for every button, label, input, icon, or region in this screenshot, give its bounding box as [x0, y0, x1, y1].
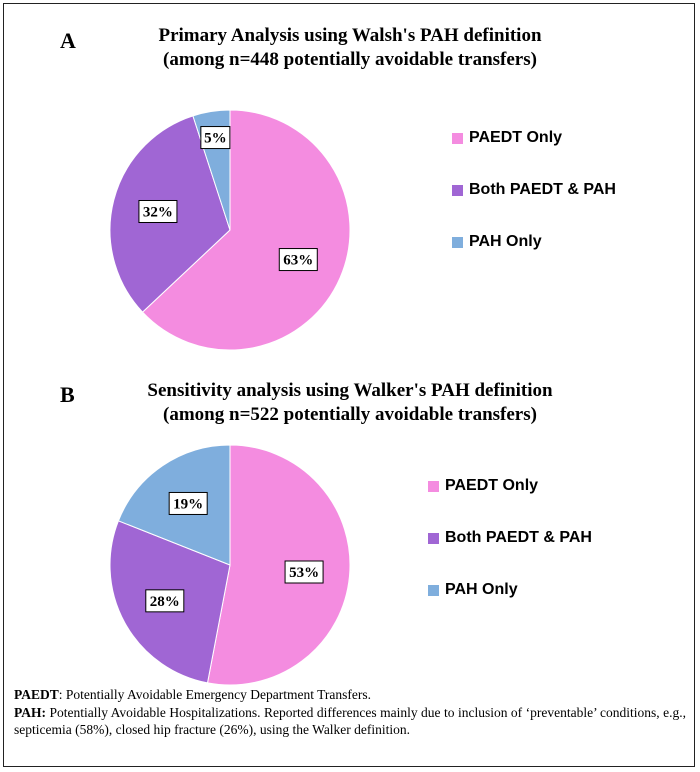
legend-a-item-paedt-only: PAEDT Only	[452, 128, 616, 148]
pie-a-label-pah-only: 5%	[204, 131, 227, 147]
pie-chart-a: 63% 32% 5%	[109, 109, 351, 351]
pie-b-label-box-pah-only	[168, 491, 208, 515]
legend-a-label-pah-only: PAH Only	[469, 233, 542, 250]
legend-a-label-paedt-only: PAEDT Only	[469, 129, 563, 146]
pie-a-label-box-pah-only	[200, 126, 231, 150]
legend-a-swatch-paedt-only	[452, 132, 463, 144]
pie-b-label-pah-only: 19%	[173, 496, 203, 512]
legend-b-swatch-paedt-only	[428, 480, 439, 492]
legend-b-item-both: Both PAEDT & PAH	[428, 528, 592, 548]
pie-chart-b: 53% 28% 19%	[109, 444, 351, 686]
panel-a-title: Primary Analysis using Walsh's PAH defin…	[100, 24, 600, 72]
pie-b-label-both: 28%	[150, 594, 180, 610]
legend-a-item-both: Both PAEDT & PAH	[452, 180, 616, 200]
legend-a-label-both: Both PAEDT & PAH	[469, 181, 616, 198]
panel-a-subtitle-line: (among n=448 potentially avoidable trans…	[163, 49, 537, 70]
legend-b-item-paedt-only: PAEDT Only	[428, 476, 592, 496]
pie-b-label-box-both	[145, 589, 185, 613]
pie-a-label-box-both	[138, 199, 178, 223]
footnote-pah: PAH: Potentially Avoidable Hospitalizati…	[14, 704, 686, 739]
legend-b-swatch-pah-only	[428, 584, 439, 596]
figure-frame	[3, 3, 695, 767]
legend-a: PAEDT Only Both PAEDT & PAH PAH Only	[452, 128, 616, 284]
panel-a-title-line: Primary Analysis using Walsh's PAH defin…	[158, 25, 542, 46]
footnote-pah-term: PAH:	[14, 704, 46, 720]
footnote-pah-text: Potentially Avoidable Hospitalizations. …	[14, 704, 686, 738]
legend-b-swatch-both	[428, 532, 439, 544]
pie-b-label-paedt-only: 53%	[289, 565, 319, 581]
panel-b-subtitle-line: (among n=522 potentially avoidable trans…	[163, 404, 537, 425]
panel-b-title: Sensitivity analysis using Walker's PAH …	[85, 379, 615, 427]
legend-b-item-pah-only: PAH Only	[428, 580, 592, 600]
legend-b-label-paedt-only: PAEDT Only	[445, 477, 539, 494]
panel-b-letter: B	[60, 382, 75, 407]
pie-b-label-box-paedt-only	[284, 560, 324, 584]
panel-a-letter: A	[60, 28, 76, 53]
legend-b-label-both: Both PAEDT & PAH	[445, 529, 592, 546]
footnote-paedt: PAEDT: Potentially Avoidable Emergency D…	[14, 686, 686, 704]
pie-a-label-paedt-only: 63%	[283, 253, 313, 269]
pie-b-slice-paedt-only	[206, 444, 351, 686]
footnote-paedt-term: PAEDT	[14, 687, 59, 702]
footnote: PAEDT: Potentially Avoidable Emergency D…	[14, 686, 686, 739]
legend-a-item-pah-only: PAH Only	[452, 232, 616, 252]
legend-b-label-pah-only: PAH Only	[445, 581, 518, 598]
footnote-paedt-text: : Potentially Avoidable Emergency Depart…	[58, 687, 371, 702]
pie-a-slice-paedt-only	[141, 109, 351, 351]
legend-a-swatch-both	[452, 184, 463, 196]
legend-a-swatch-pah-only	[452, 236, 463, 248]
legend-b: PAEDT Only Both PAEDT & PAH PAH Only	[428, 476, 592, 632]
pie-a-label-both: 32%	[143, 204, 173, 220]
panel-b-title-line: Sensitivity analysis using Walker's PAH …	[147, 380, 553, 401]
pie-a-label-box-paedt-only	[278, 248, 318, 272]
